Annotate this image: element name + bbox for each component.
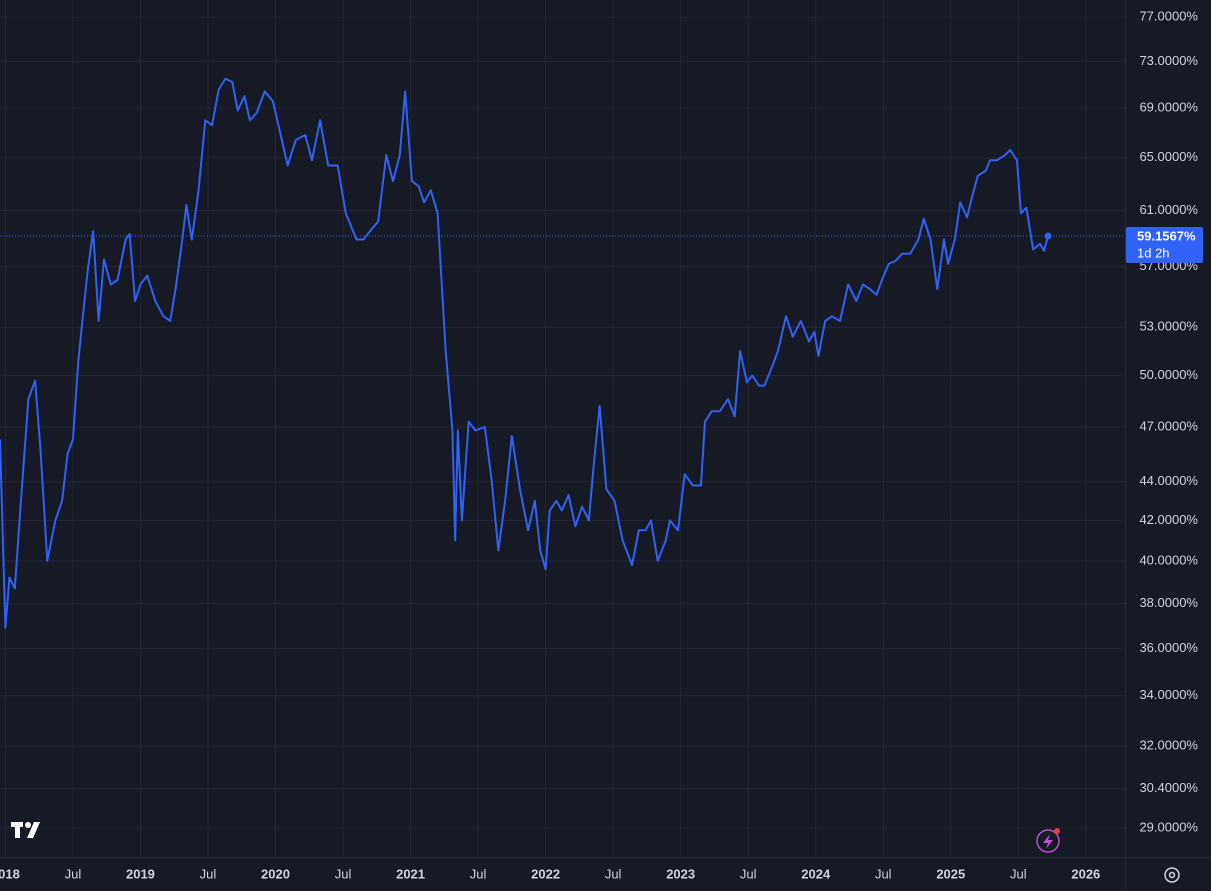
y-tick-label: 36.0000% [1139,640,1198,655]
y-tick-label: 50.0000% [1139,367,1198,382]
x-tick-label: Jul [470,866,487,881]
logo-part [27,822,40,838]
last-point [1044,232,1052,240]
y-tick-label: 30.4000% [1139,780,1198,795]
y-tick-label: 53.0000% [1139,319,1198,334]
y-tick-label: 34.0000% [1139,687,1198,702]
x-tick-label: 2020 [261,866,290,881]
y-tick-label: 40.0000% [1139,552,1198,567]
settings-icon[interactable] [1164,867,1180,883]
x-tick-label: 2019 [126,866,155,881]
x-tick-label: 2021 [396,866,425,881]
y-tick-label: 77.0000% [1139,9,1198,24]
y-tick-label: 38.0000% [1139,595,1198,610]
icon-gear-center [1168,871,1176,879]
x-tick-label: Jul [65,866,82,881]
price-label: 59.1567% [1137,228,1196,243]
x-tick-label: Jul [1010,866,1027,881]
x-tick-label: 2026 [1071,866,1100,881]
y-tick-label: 61.0000% [1139,202,1198,217]
grid [0,0,1125,857]
y-tick-label: 42.0000% [1139,512,1198,527]
price-badge [1126,226,1203,263]
y-tick-label: 32.0000% [1139,738,1198,753]
x-tick-label: Jul [335,866,352,881]
data-line [0,77,1049,629]
y-tick-label: 65.0000% [1139,149,1198,164]
icon-gear [1164,867,1180,883]
y-tick-label: 73.0000% [1139,53,1198,68]
y-tick-label: 47.0000% [1139,418,1198,433]
y-tick-label: 69.0000% [1139,100,1198,115]
x-tick-label: 2018 [0,866,20,881]
logo-part [25,822,31,828]
icon-ring [1036,829,1060,853]
y-tick-label: 44.0000% [1139,473,1198,488]
x-tick-label: 2025 [936,866,965,881]
axes: 77.0000% 73.0000% 69.0000% 65.0000% 61.0000%… [0,9,1203,881]
logo [11,822,40,838]
y-tick-label: 29.0000% [1139,819,1198,834]
x-tick-label: 2024 [801,866,831,881]
x-tick-label: Jul [605,866,622,881]
icon-dot [1054,828,1060,834]
x-tick-label: Jul [740,866,757,881]
x-tick-label: Jul [875,866,892,881]
icon-bolt [1043,834,1053,849]
x-tick-label: 2022 [531,866,560,881]
plot [0,77,1125,629]
lightning-icon[interactable] [1036,828,1060,853]
logo-part [15,822,20,838]
x-tick-label: Jul [200,866,217,881]
countdown: 1d 2h [1137,245,1170,260]
x-tick-label: 2023 [666,866,695,881]
